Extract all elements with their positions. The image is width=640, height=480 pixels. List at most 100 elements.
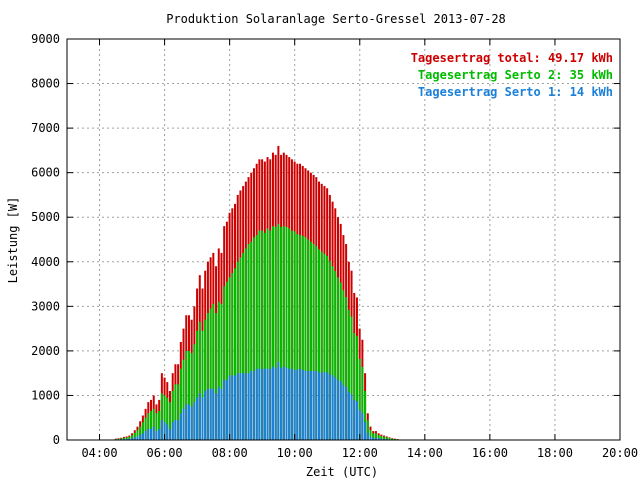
bar-serto2: [244, 248, 247, 440]
y-tick-label: 1000: [31, 388, 60, 402]
bar-serto2: [234, 268, 237, 440]
bar-serto2: [328, 260, 331, 440]
bar-serto1: [255, 368, 258, 440]
bar-serto1: [296, 369, 299, 440]
bar-serto2: [215, 313, 218, 440]
bar-serto2: [304, 237, 307, 440]
bar-serto1: [304, 370, 307, 440]
bar-serto2: [185, 350, 188, 440]
bar-serto2: [122, 437, 125, 440]
bar-serto2: [353, 333, 356, 440]
bar-serto1: [380, 438, 383, 440]
bar-serto2: [318, 249, 321, 440]
bar-serto1: [342, 384, 345, 440]
bar-serto1: [377, 438, 380, 440]
bar-serto1: [179, 413, 182, 440]
bar-serto2: [258, 230, 261, 440]
bar-serto1: [196, 397, 199, 440]
bar-serto2: [206, 313, 209, 440]
bar-serto1: [152, 426, 155, 440]
x-tick-label: 20:00: [602, 446, 638, 460]
bars: [114, 145, 405, 441]
bar-serto2: [196, 330, 199, 440]
bar-serto1: [288, 368, 291, 440]
plot-border: [66, 38, 621, 441]
bar-serto2: [155, 413, 158, 440]
bar-serto2: [334, 271, 337, 440]
bar-serto1: [250, 370, 253, 440]
bar-serto2: [242, 252, 245, 440]
bar-serto2: [369, 430, 372, 440]
bar-serto1: [141, 433, 144, 440]
bar-serto1: [301, 370, 304, 440]
bar-serto2: [152, 408, 155, 440]
bar-serto1: [274, 367, 277, 440]
legend: Tagesertrag total: 49.17 kWh Tagesertrag …: [411, 51, 613, 99]
bar-serto2: [182, 359, 185, 440]
legend-entry: Tagesertrag Serto 1: 14 kWh: [418, 85, 613, 99]
bar-serto1: [266, 368, 269, 440]
bar-serto1: [155, 431, 158, 440]
x-tick-label: 12:00: [342, 446, 378, 460]
bar-serto2: [204, 319, 207, 440]
bar-serto2: [372, 433, 375, 440]
bar-serto1: [182, 408, 185, 440]
y-tick-label: 8000: [31, 77, 60, 91]
bar-serto2: [174, 384, 177, 440]
bar-serto1: [198, 393, 201, 440]
y-axis-label: Leistung [W]: [6, 197, 20, 284]
bar-serto2: [339, 282, 342, 440]
bar-serto1: [312, 370, 315, 440]
bar-serto1: [315, 370, 318, 440]
bar-serto1: [190, 406, 193, 440]
bar-serto1: [372, 437, 375, 440]
legend-entry: Tagesertrag total: 49.17 kWh: [411, 51, 613, 65]
bar-serto1: [364, 422, 367, 440]
bar-serto2: [326, 255, 329, 440]
bar-serto2: [225, 281, 228, 440]
bar-serto2: [150, 411, 153, 440]
bar-serto2: [274, 227, 277, 440]
bar-serto1: [261, 368, 264, 440]
bar-serto1: [193, 402, 196, 440]
y-tick-label: 7000: [31, 121, 60, 135]
bar-serto1: [334, 377, 337, 440]
bar-serto2: [158, 411, 161, 440]
bar-serto1: [271, 366, 274, 440]
bar-serto2: [255, 235, 258, 440]
bar-serto1: [320, 372, 323, 440]
y-tick-label: 9000: [31, 32, 60, 46]
bar-serto1: [328, 374, 331, 440]
bar-serto1: [323, 372, 326, 440]
bar-serto2: [307, 239, 310, 440]
bar-serto2: [133, 432, 136, 440]
y-tick-label: 0: [53, 433, 60, 447]
bar-serto1: [358, 409, 361, 440]
bar-serto1: [339, 381, 342, 440]
bar-serto2: [160, 393, 163, 440]
x-tick-label: 08:00: [212, 446, 248, 460]
bar-serto1: [345, 386, 348, 440]
bar-serto2: [280, 227, 283, 440]
bar-serto1: [128, 438, 131, 440]
bar-serto2: [266, 228, 269, 440]
bar-serto2: [141, 422, 144, 440]
bar-serto2: [250, 241, 253, 440]
x-axis-label: Zeit (UTC): [306, 465, 378, 479]
bar-serto1: [160, 419, 163, 440]
bar-serto2: [282, 226, 285, 440]
bar-serto1: [263, 368, 266, 440]
bar-serto2: [125, 437, 128, 440]
y-tick-label: 3000: [31, 299, 60, 313]
bar-serto2: [120, 438, 123, 440]
bar-serto2: [166, 397, 169, 440]
bar-serto2: [179, 368, 182, 440]
bar-serto2: [320, 251, 323, 440]
x-tick-label: 06:00: [147, 446, 183, 460]
x-tick-label: 14:00: [407, 446, 443, 460]
bar-serto2: [177, 384, 180, 440]
bar-serto1: [336, 379, 339, 440]
bar-serto1: [158, 428, 161, 440]
bar-serto2: [231, 272, 234, 440]
